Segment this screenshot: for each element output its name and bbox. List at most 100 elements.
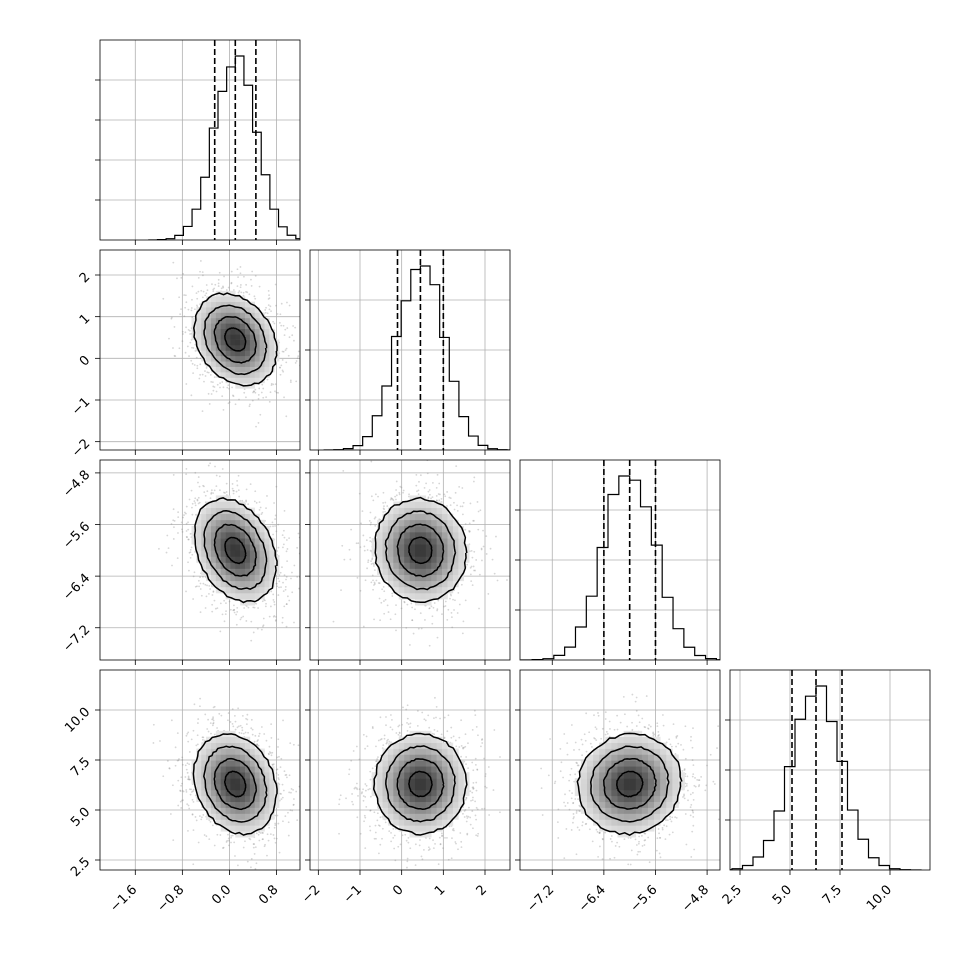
scatter-point: [205, 284, 208, 286]
scatter-point: [214, 465, 216, 468]
density-cell: [409, 766, 416, 773]
density-cell: [623, 795, 630, 803]
scatter-point: [254, 734, 257, 737]
density-cell: [235, 807, 241, 814]
density-cell: [420, 525, 427, 533]
scatter-point: [286, 301, 288, 304]
scatter-point: [692, 727, 694, 730]
density-cell: [425, 513, 432, 521]
density-cell: [371, 538, 378, 545]
scatter-point: [713, 783, 716, 785]
density-cell: [225, 586, 231, 594]
scatter-point: [418, 480, 420, 483]
scatter-point: [414, 864, 417, 867]
density-cell: [398, 772, 405, 779]
scatter-point: [343, 558, 346, 561]
scatter-point: [683, 794, 685, 797]
density-cell: [245, 784, 251, 791]
scatter-point: [353, 787, 356, 790]
hist-panel-p0: [95, 39, 301, 245]
scatter-point: [357, 542, 360, 545]
scatter-point: [201, 373, 204, 376]
scatter-point: [209, 497, 212, 500]
density-cell: [196, 544, 202, 551]
density-cell: [611, 795, 618, 803]
density-cell: [635, 748, 643, 755]
density-cell: [409, 831, 416, 838]
scatter-point: [272, 320, 275, 323]
density-cell: [586, 778, 594, 785]
density-cell: [409, 778, 416, 785]
scatter-point: [401, 834, 404, 837]
density-cell: [210, 339, 217, 346]
scatter-point: [230, 270, 233, 273]
scatter-point: [391, 498, 394, 501]
scatter-point: [241, 726, 244, 729]
density-cell: [210, 317, 217, 324]
scatter-point: [173, 326, 176, 328]
density-cell: [605, 784, 612, 791]
density-cell: [425, 586, 432, 594]
density-cell: [452, 789, 459, 797]
scatter-point: [242, 732, 245, 735]
density-cell: [666, 754, 673, 761]
density-cell: [599, 819, 606, 826]
scatter-point: [391, 718, 393, 721]
scatter-point: [638, 835, 641, 838]
density-cell: [420, 795, 427, 803]
scatter-point: [162, 775, 165, 778]
scatter-point: [464, 523, 467, 525]
density-cell: [225, 296, 231, 302]
scatter-point: [171, 564, 173, 567]
density-cell: [245, 513, 251, 521]
density-cell: [425, 760, 432, 767]
scatter-point: [273, 322, 276, 325]
scatter-point: [250, 857, 253, 860]
density-cell: [249, 807, 256, 814]
density-cell: [447, 789, 454, 797]
scatter-point: [443, 737, 446, 740]
density-cell: [220, 538, 226, 545]
scatter-point: [484, 785, 487, 788]
scatter-point: [191, 298, 193, 301]
density-cell: [672, 766, 679, 773]
scatter-point: [275, 582, 278, 585]
density-cell: [654, 778, 661, 785]
scatter-point: [595, 828, 598, 831]
scatter-point: [246, 860, 249, 863]
scatter-point: [338, 803, 341, 806]
scatter-point: [277, 773, 280, 776]
scatter-point: [428, 489, 431, 491]
density-cell: [225, 568, 231, 576]
scatter-point: [271, 763, 274, 766]
scatter-point: [237, 864, 239, 867]
density-cell: [672, 760, 679, 767]
density-cell: [254, 593, 260, 600]
scatter-point: [415, 484, 418, 487]
density-cell: [447, 580, 454, 588]
density-cell: [259, 350, 265, 357]
scatter-point: [212, 288, 215, 291]
scatter-point: [172, 519, 175, 522]
density-cell: [641, 742, 649, 749]
scatter-point: [431, 496, 434, 499]
density-cell: [245, 789, 251, 797]
density-cell: [264, 778, 270, 785]
scatter-point: [176, 277, 178, 280]
density-cell: [404, 784, 410, 791]
density-cell: [409, 825, 416, 832]
scatter-point: [203, 834, 206, 836]
scatter-point: [192, 800, 195, 803]
scatter-point: [278, 778, 280, 781]
scatter-point: [385, 716, 387, 718]
density-cell: [225, 372, 231, 378]
scatter-point: [236, 480, 238, 482]
density-cell: [245, 748, 251, 755]
y-tick-label-p3-3: 10.0: [62, 705, 93, 736]
density-cell: [387, 789, 394, 797]
density-cell: [254, 317, 260, 324]
scatter-point: [692, 773, 695, 776]
density-cell: [635, 760, 643, 767]
scatter-point: [609, 838, 612, 840]
density-cell: [641, 801, 649, 808]
